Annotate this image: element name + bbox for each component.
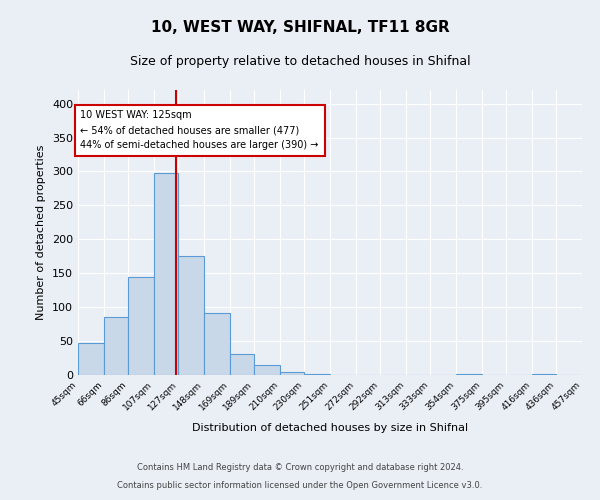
Bar (280, 372, 304, 375)
Bar (178, 256, 204, 375)
X-axis label: Distribution of detached houses by size in Shifnal: Distribution of detached houses by size … (192, 423, 468, 433)
Text: Contains public sector information licensed under the Open Government Licence v3: Contains public sector information licen… (118, 481, 482, 490)
Bar (128, 278, 154, 375)
Bar (154, 174, 178, 375)
Bar (204, 312, 230, 375)
Text: 10 WEST WAY: 125sqm
← 54% of detached houses are smaller (477)
44% of semi-detac: 10 WEST WAY: 125sqm ← 54% of detached ho… (80, 110, 319, 150)
Bar (230, 354, 254, 375)
Bar (532, 374, 556, 375)
Y-axis label: Number of detached properties: Number of detached properties (37, 145, 46, 320)
Bar (78, 343, 104, 375)
Bar (304, 374, 330, 375)
Text: Size of property relative to detached houses in Shifnal: Size of property relative to detached ho… (130, 55, 470, 68)
Text: Contains HM Land Registry data © Crown copyright and database right 2024.: Contains HM Land Registry data © Crown c… (137, 464, 463, 472)
Bar (456, 374, 482, 375)
Bar (254, 365, 280, 375)
Bar (104, 316, 128, 375)
Text: 10, WEST WAY, SHIFNAL, TF11 8GR: 10, WEST WAY, SHIFNAL, TF11 8GR (151, 20, 449, 35)
